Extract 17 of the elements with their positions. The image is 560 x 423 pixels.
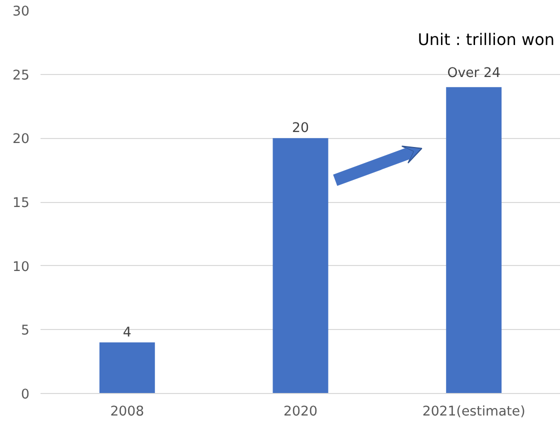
y-tick-label: 20 [12, 132, 30, 148]
y-tick-label: 25 [12, 68, 30, 84]
y-tick-label: 5 [21, 324, 30, 339]
y-tick-label: 0 [21, 388, 30, 402]
bar [99, 342, 155, 394]
annotation: Unit : trillion won [418, 30, 554, 49]
y-tick-label: 30 [12, 4, 30, 20]
data-label: Over 24 [447, 66, 500, 82]
bar [446, 87, 502, 394]
y-tick-label: 10 [12, 260, 30, 275]
y-tick-label: 15 [12, 196, 30, 211]
bar [272, 138, 328, 394]
x-tick-label: 2008 [110, 404, 144, 420]
x-tick-label: 2020 [284, 404, 318, 420]
data-label: 20 [292, 121, 309, 136]
x-tick-label: 2021(estimate) [422, 404, 526, 420]
data-label: 4 [122, 325, 132, 340]
